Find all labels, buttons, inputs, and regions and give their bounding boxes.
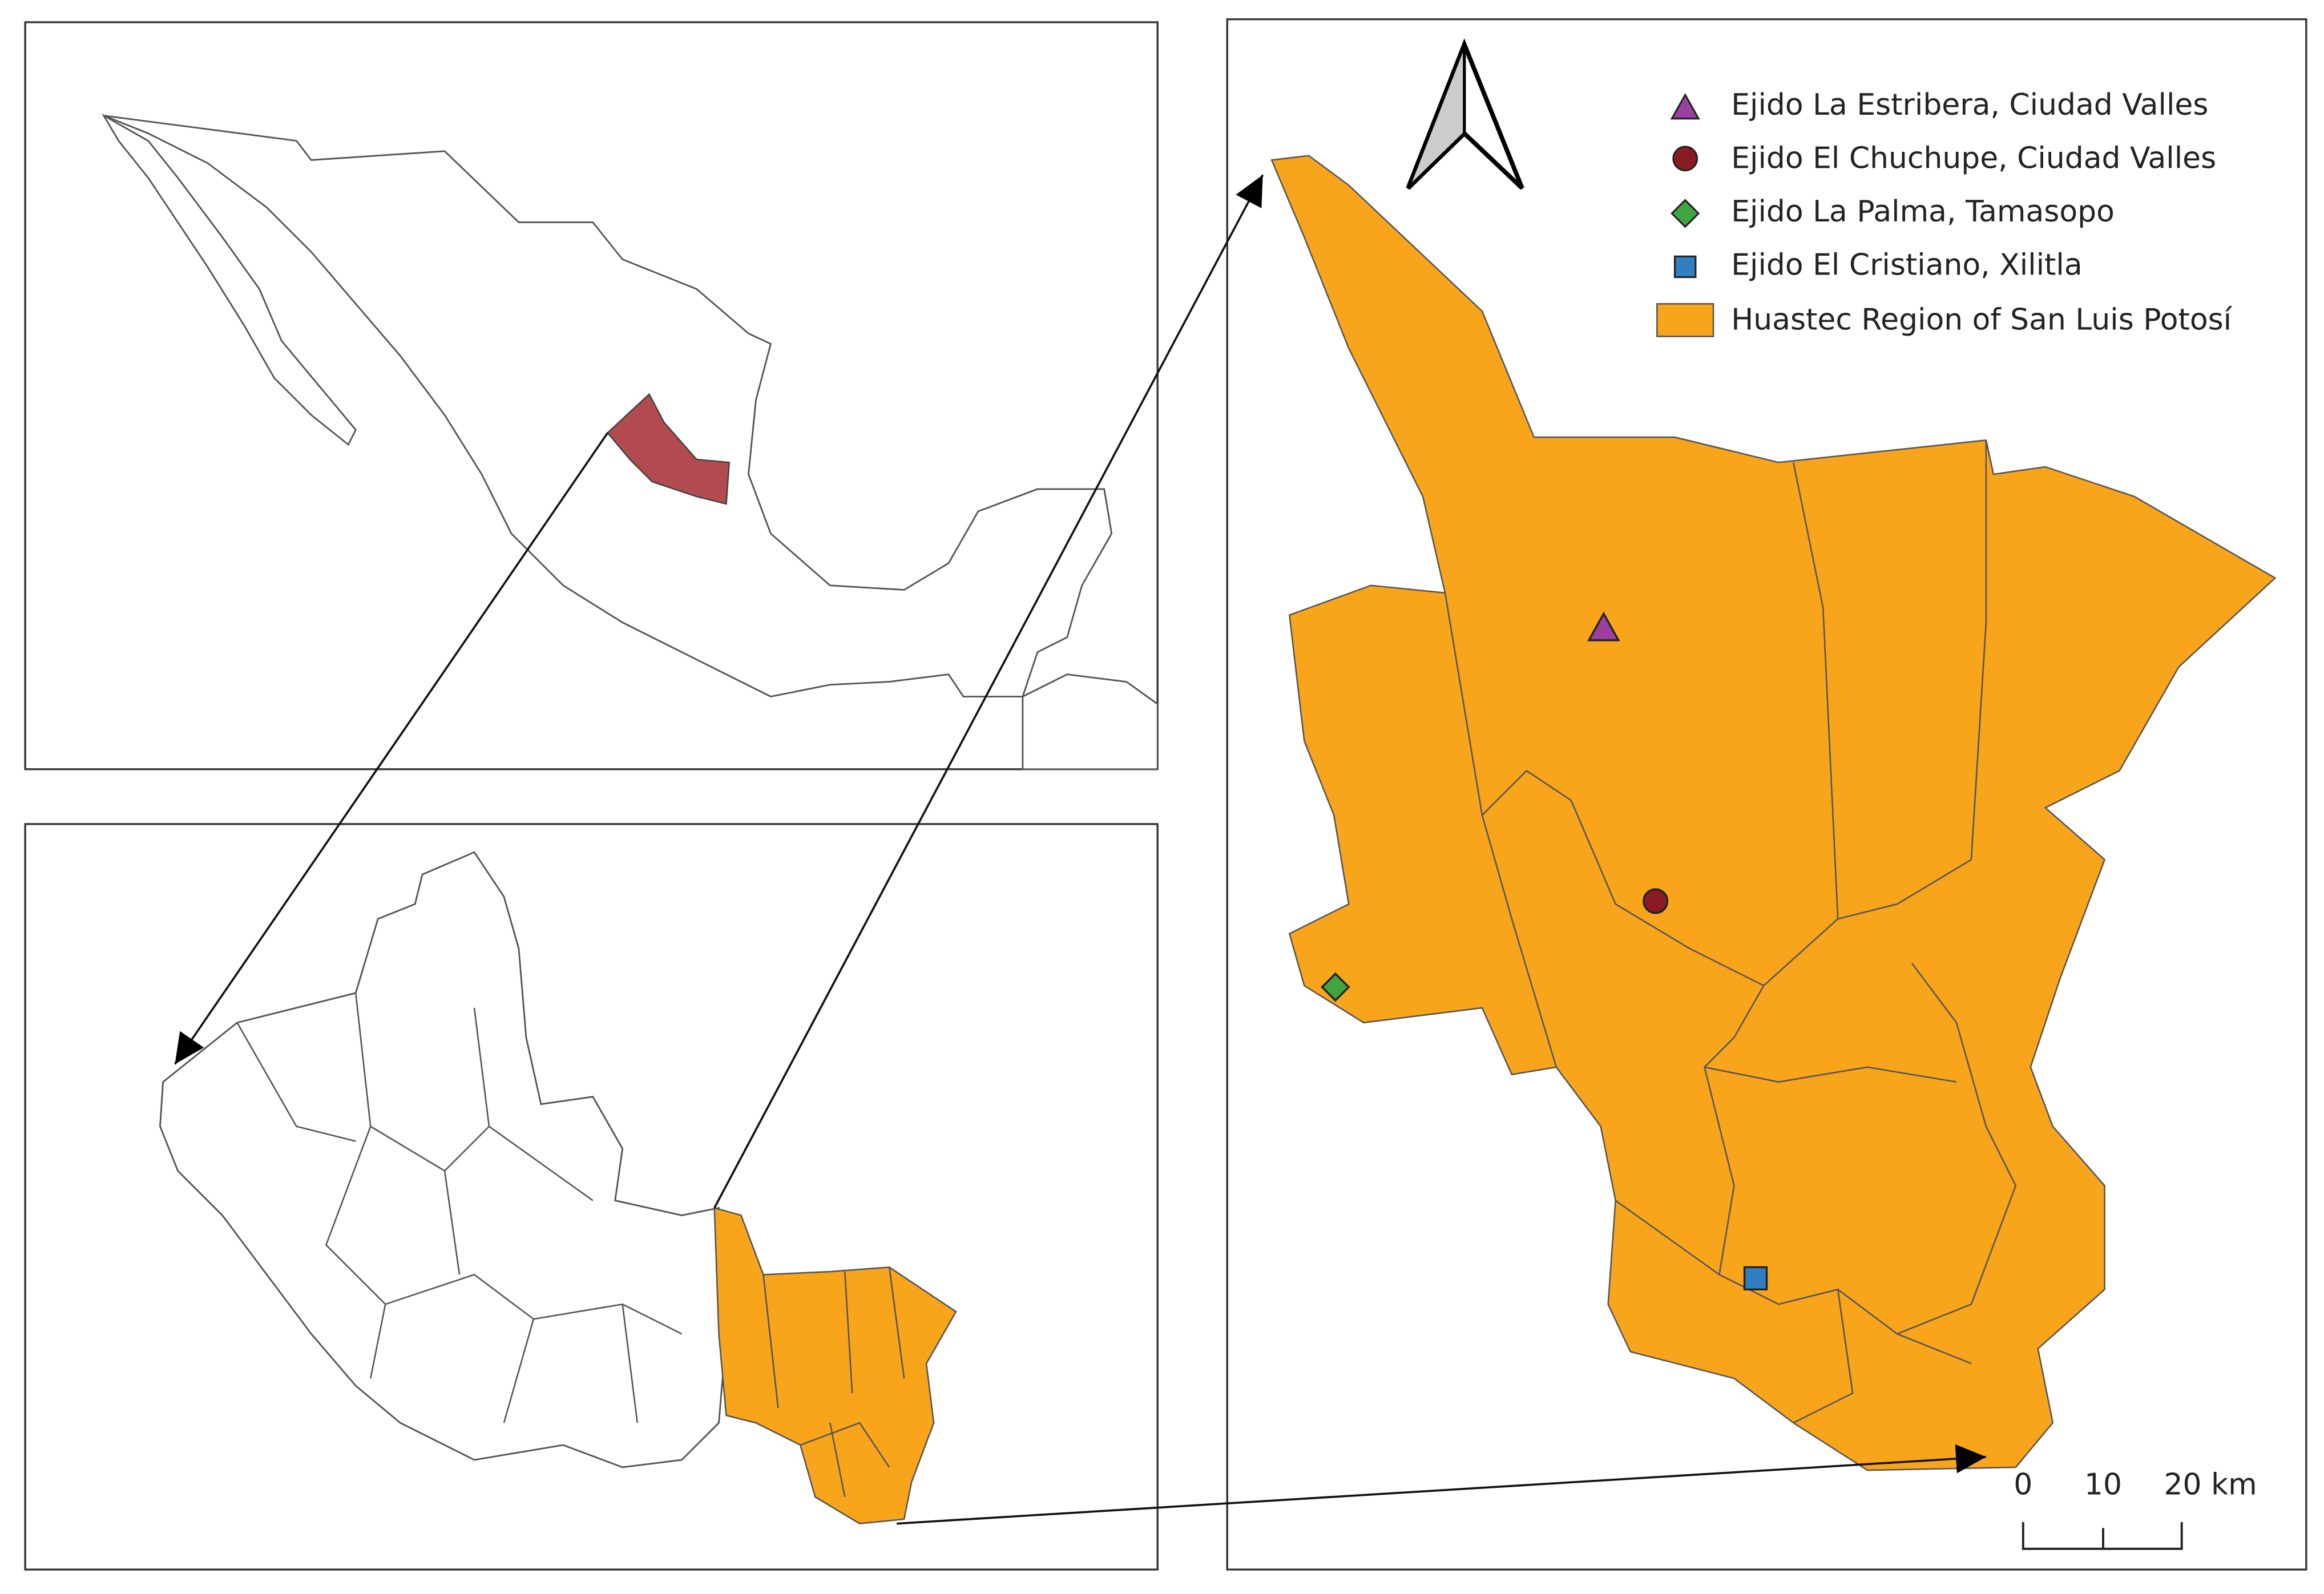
baja-california bbox=[101, 113, 357, 446]
mexico-panel bbox=[24, 21, 1159, 770]
marker-la-palma bbox=[1321, 972, 1350, 1002]
legend-label: Huastec Region of San Luis Potosí bbox=[1731, 303, 2232, 337]
legend-label: Ejido La Palma, Tamasopo bbox=[1731, 195, 2115, 229]
arrow bbox=[897, 1444, 1987, 1525]
huastec-panel: Ejido La Estribera, Ciudad Valles Ejido … bbox=[1226, 18, 2307, 1571]
legend-symbol bbox=[1656, 303, 1714, 337]
scale-label: 10 bbox=[2084, 1468, 2122, 1502]
legend-label: Ejido El Cristiano, Xilitla bbox=[1731, 248, 2082, 282]
scale-line bbox=[2022, 1522, 2183, 1550]
central-america bbox=[1022, 673, 1159, 770]
legend-symbol bbox=[1671, 199, 1700, 228]
north-arrow-shade bbox=[1406, 43, 1466, 189]
municipal-boundaries bbox=[236, 992, 683, 1423]
huastec-boundaries bbox=[762, 1267, 905, 1498]
legend: Ejido La Estribera, Ciudad Valles Ejido … bbox=[1656, 88, 2233, 337]
marker-el-chuchupe bbox=[1643, 888, 1669, 914]
connector-arrows bbox=[174, 174, 1987, 1525]
legend-symbol bbox=[1673, 255, 1697, 279]
legend-symbol bbox=[1672, 146, 1698, 172]
scale-label: 20 km bbox=[2164, 1468, 2257, 1502]
scale-bar: 0 10 20 km bbox=[2014, 1468, 2257, 1550]
municipal-boundaries bbox=[1444, 440, 2017, 1424]
huastec-region bbox=[1270, 155, 2277, 1471]
san-luis-potosi-highlight bbox=[606, 393, 731, 505]
marker-el-cristiano bbox=[1743, 1266, 1768, 1291]
slp-panel bbox=[24, 823, 1159, 1571]
slp-municipalities bbox=[159, 851, 727, 1468]
huastec-region-inset bbox=[713, 1206, 957, 1524]
legend-symbol bbox=[1670, 93, 1700, 120]
scale-label: 0 bbox=[2014, 1468, 2032, 1502]
marker-la-estribera bbox=[1587, 611, 1620, 641]
legend-label: Ejido El Chuchupe, Ciudad Valles bbox=[1731, 141, 2216, 175]
mexico-outline bbox=[103, 115, 1113, 698]
arrow bbox=[174, 432, 609, 1065]
legend-label: Ejido La Estribera, Ciudad Valles bbox=[1731, 88, 2208, 122]
arrow bbox=[713, 174, 1264, 1209]
